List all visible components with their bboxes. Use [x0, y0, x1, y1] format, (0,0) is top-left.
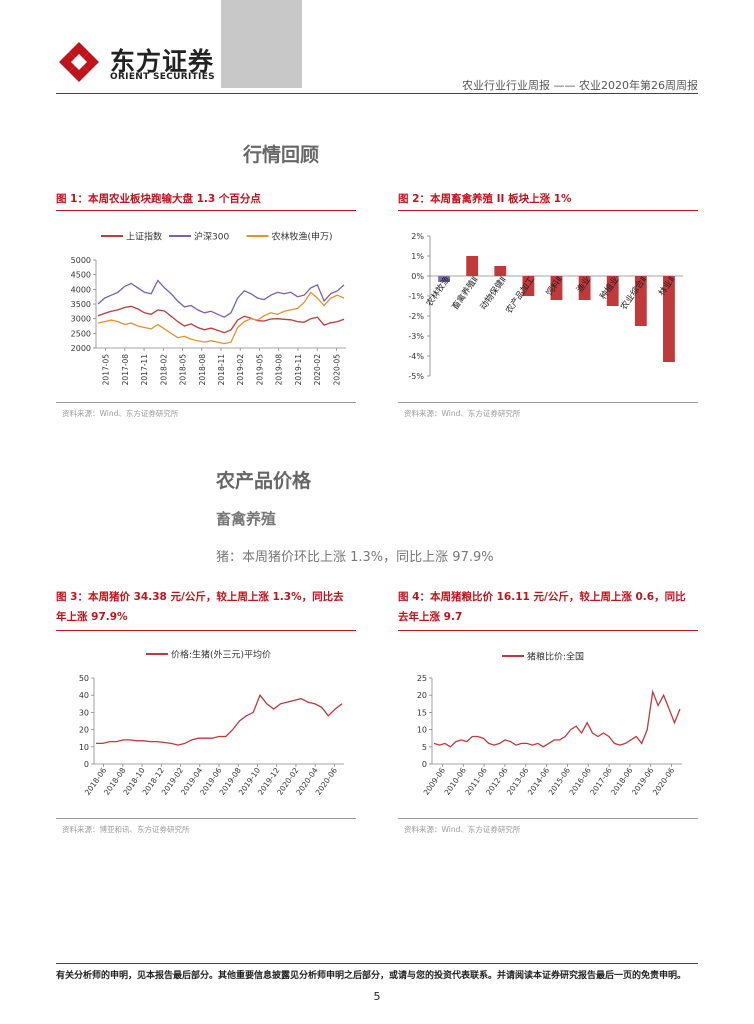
series-line-1 [97, 279, 345, 318]
y-tick-label: 0 [422, 760, 427, 769]
fig3-title-line1: 图 3：本周猪价 34.38 元/公斤，较上周上涨 1.3%，同比去 [56, 591, 344, 603]
x-tick-label: 2018-11 [217, 354, 226, 386]
fig2-bottom-rule [398, 402, 698, 403]
bar-8 [663, 276, 675, 362]
fig4-chart: 25201510502009-062010-062011-062012-0620… [417, 651, 682, 797]
category-label: 畜禽养殖Ⅱ [450, 274, 481, 312]
fig2-chart: 2%1%0%-1%-2%-3%-4%-5%农林牧渔畜禽养殖Ⅱ动物保健Ⅱ农产品加工… [408, 232, 683, 381]
series-line-0 [433, 689, 681, 748]
bar-7 [634, 276, 647, 326]
logo-cn-text: 东方证券 [110, 47, 215, 76]
logo-en-text: ORIENT SECURITIES [110, 72, 215, 82]
y-tick-label: 10 [79, 743, 89, 752]
bar-4 [550, 276, 563, 300]
x-tick-label: 2018-05 [179, 354, 188, 386]
y-tick-label: 2000 [71, 344, 91, 353]
bar-1 [466, 256, 479, 276]
y-tick-label: 1% [411, 252, 424, 261]
y-tick-label: 4500 [71, 271, 91, 280]
x-tick-label: 2019-02 [236, 354, 245, 386]
fig2-source: 资料来源：Wind、东方证券研究所 [404, 409, 521, 418]
legend-label-0: 上证指数 [126, 231, 162, 243]
y-tick-label: 3000 [71, 315, 91, 324]
report-line: 农业行业行业周报 —— 农业2020年第26周周报 [462, 79, 698, 92]
fig3-rule [56, 630, 356, 631]
y-tick-label: -1% [408, 292, 424, 301]
x-tick-label: 2017-05 [102, 354, 111, 386]
section-market-review: 行情回顾 [243, 144, 320, 166]
fig1-rule [56, 210, 356, 211]
footer-divider [56, 963, 698, 964]
y-tick-label: 50 [79, 674, 89, 683]
fig4-title-line1: 图 4：本周猪粮比价 16.11 元/公斤，较上周上涨 0.6，同比 [398, 591, 686, 603]
bar-5 [578, 276, 591, 300]
y-tick-label: 30 [79, 708, 89, 717]
y-tick-label: -5% [408, 372, 424, 381]
footer-disclaimer: 有关分析师的申明，见本报告最后部分。其他重要信息披露见分析师申明之后部分，或请与… [56, 971, 687, 981]
y-tick-label: -3% [408, 332, 424, 341]
y-tick-label: 4000 [71, 285, 91, 294]
category-label: 动物保健Ⅱ [478, 274, 509, 312]
fig4-bottom-rule [398, 818, 698, 819]
y-tick-label: 3500 [71, 300, 91, 309]
fig1-title: 图 1：本周农业板块跑输大盘 1.3 个百分点 [56, 193, 261, 205]
x-tick-label: 2019-05 [255, 354, 264, 386]
fig1-source: 资料来源：Wind、东方证券研究所 [62, 409, 179, 418]
bar-3 [522, 276, 535, 296]
header-gray-bar [221, 0, 302, 88]
legend-label-1: 沪深300 [194, 231, 229, 243]
page-number: 5 [373, 990, 381, 1003]
x-tick-label: 2019-11 [294, 354, 303, 386]
x-tick-label: 2020-02 [313, 354, 322, 386]
legend-label-0: 价格:生猪(外三元)平均价 [171, 649, 271, 661]
y-tick-label: 20 [417, 691, 427, 700]
bar-2 [494, 266, 507, 276]
y-tick-label: 10 [417, 726, 427, 735]
logo-icon [59, 42, 99, 82]
series-line-0 [97, 305, 345, 334]
y-tick-label: 0% [411, 272, 424, 281]
y-tick-label: 0 [84, 760, 89, 769]
bar-0 [438, 276, 450, 282]
fig4-rule [398, 630, 698, 631]
y-tick-label: 2% [411, 232, 424, 241]
y-tick-label: 40 [79, 691, 89, 700]
fig4-source: 资料来源：Wind、东方证券研究所 [404, 825, 521, 834]
y-tick-label: 2500 [71, 329, 91, 338]
fig3-bottom-rule [56, 818, 356, 819]
fig1-chart: 5000 4500 4000 3500 3000 2500 2000 2017-05 2017-… [71, 231, 346, 386]
x-tick-label: 2020-06 [651, 766, 676, 797]
y-tick-label: 20 [79, 726, 89, 735]
legend-label-2: 农林牧渔(申万) [272, 231, 333, 243]
bar-6 [606, 276, 619, 306]
series-line-2 [97, 291, 345, 345]
y-tick-label: -4% [408, 352, 424, 361]
y-tick-label: 15 [417, 708, 427, 717]
y-tick-label: 25 [417, 674, 427, 683]
fig3-source: 资料来源：博亚和讯、东方证券研究所 [62, 825, 190, 834]
subsection-livestock: 畜禽养殖 [216, 510, 277, 528]
y-tick-label: 5 [422, 743, 427, 752]
x-tick-label: 2017-11 [140, 354, 149, 386]
x-tick-label: 2019-08 [275, 354, 284, 386]
fig2-rule [398, 210, 698, 211]
fig3-chart: 504030201002018-062018-082018-102018-122… [79, 649, 344, 797]
y-tick-label: -2% [408, 312, 424, 321]
x-tick-label: 2017-08 [121, 354, 130, 386]
y-tick-label: 5000 [71, 256, 91, 265]
x-tick-label: 2020-05 [332, 354, 341, 386]
series-line-0 [96, 693, 343, 746]
pig-summary: 猪：本周猪价环比上涨 1.3%，同比上涨 97.9% [216, 550, 494, 565]
section-ag-prices: 农产品价格 [216, 470, 312, 492]
fig3-title-line2: 年上涨 97.9% [56, 611, 128, 623]
x-tick-label: 2018-08 [198, 354, 207, 386]
fig1-bottom-rule [56, 402, 356, 403]
legend-label-0: 猪粮比价:全国 [527, 651, 584, 663]
fig2-title: 图 2：本周畜禽养殖 II 板块上涨 1% [398, 193, 572, 205]
fig4-title-line2: 去年上涨 9.7 [398, 611, 463, 623]
x-tick-label: 2018-02 [159, 354, 168, 386]
header-divider [56, 93, 698, 94]
